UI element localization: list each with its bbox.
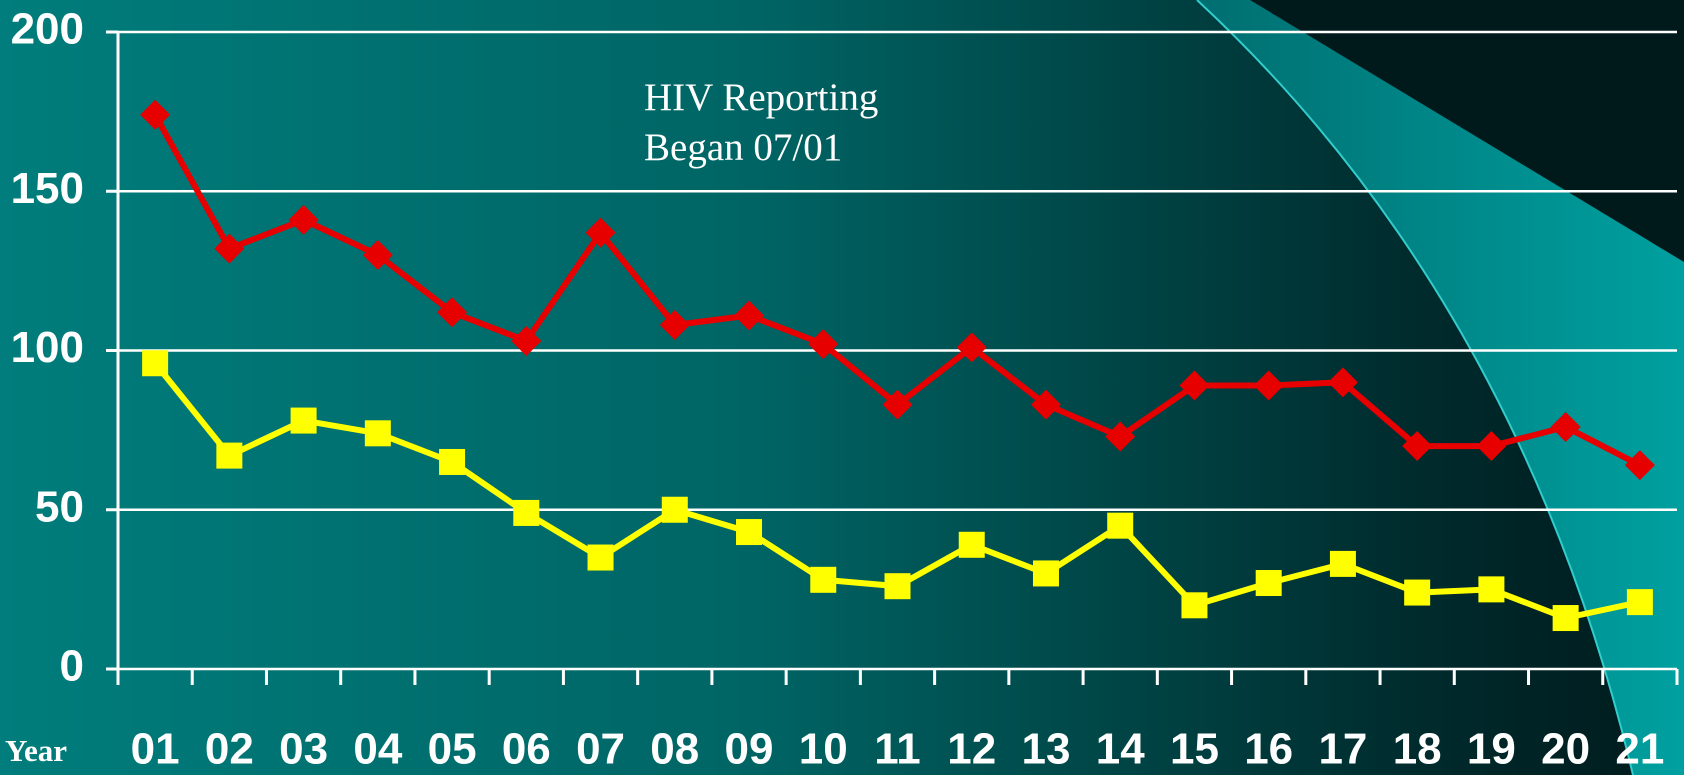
x-tick-label: 08	[650, 725, 699, 774]
marker	[1404, 580, 1430, 606]
marker	[513, 500, 539, 526]
x-tick-label: 21	[1615, 725, 1664, 774]
y-tick-label: 150	[11, 164, 84, 213]
marker	[365, 420, 391, 446]
y-tick-label: 0	[60, 642, 84, 691]
x-tick-label: 06	[502, 725, 551, 774]
marker	[1627, 589, 1653, 615]
x-tick-label: 15	[1170, 725, 1219, 774]
x-tick-label: 16	[1244, 725, 1293, 774]
x-tick-label: 11	[874, 725, 921, 774]
x-tick-label: 12	[947, 725, 996, 774]
x-tick-label: 10	[799, 725, 848, 774]
marker	[216, 443, 242, 469]
x-tick-label: 05	[428, 725, 477, 774]
x-tick-label: 18	[1393, 725, 1442, 774]
marker	[142, 350, 168, 376]
marker	[885, 573, 911, 599]
x-tick-label: 02	[205, 725, 254, 774]
y-tick-label: 50	[35, 482, 84, 531]
annotation: Began 07/01	[644, 126, 842, 169]
marker	[1033, 560, 1059, 586]
chart: HIV Reporting Began 07/01 Year 050100150…	[0, 0, 1684, 775]
marker	[1553, 605, 1579, 631]
x-tick-label: 07	[576, 725, 625, 774]
page: HIV Reporting Began 07/01 Year 050100150…	[0, 0, 1684, 775]
marker	[588, 545, 614, 571]
marker	[736, 519, 762, 545]
x-tick-label: 14	[1096, 725, 1145, 774]
x-tick-label: 19	[1467, 725, 1516, 774]
x-tick-label: 03	[279, 725, 328, 774]
marker	[810, 567, 836, 593]
marker	[1107, 513, 1133, 539]
marker	[1330, 551, 1356, 577]
y-tick-label: 200	[11, 5, 84, 54]
x-tick-label: 04	[353, 725, 402, 774]
marker	[439, 449, 465, 475]
x-tick-label: 20	[1541, 725, 1590, 774]
x-tick-label: 09	[725, 725, 774, 774]
marker	[291, 408, 317, 434]
marker	[1478, 576, 1504, 602]
y-tick-label: 100	[11, 323, 84, 372]
x-tick-label: 13	[1021, 725, 1070, 774]
x-axis-label: Year	[5, 733, 67, 768]
marker	[662, 497, 688, 523]
annotation: HIV Reporting	[644, 76, 878, 119]
x-tick-label: 01	[131, 725, 180, 774]
marker	[1181, 592, 1207, 618]
marker	[959, 532, 985, 558]
marker	[1256, 570, 1282, 596]
x-tick-label: 17	[1318, 725, 1367, 774]
